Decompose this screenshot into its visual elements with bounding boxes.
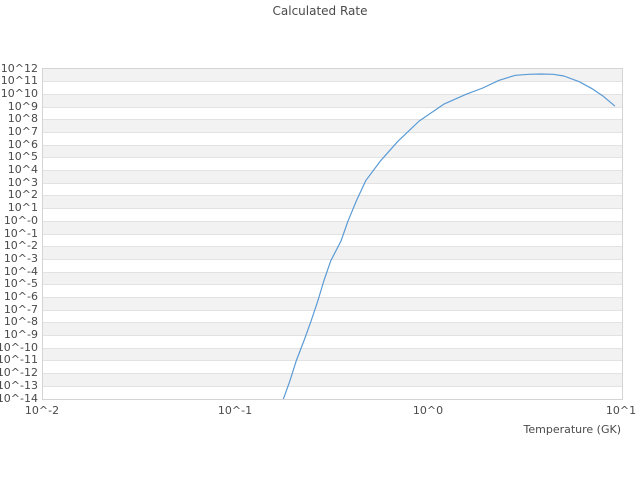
plot-area: [42, 68, 623, 400]
grid-band: [43, 297, 622, 311]
y-tick-label: 10^-10: [0, 340, 38, 354]
y-tick-label: 10^3: [7, 175, 38, 189]
gridline: [43, 195, 622, 197]
y-tick-label: 10^8: [7, 112, 38, 126]
gridline: [43, 119, 622, 121]
y-tick-label: 10^-2: [3, 239, 38, 253]
y-tick-label: 10^-9: [3, 328, 38, 342]
y-tick-label: 10^-0: [3, 213, 38, 227]
gridline: [43, 246, 622, 248]
x-tick-label: 10^-2: [24, 404, 60, 417]
y-tick-label: 10^-3: [3, 251, 38, 265]
gridline: [43, 170, 622, 172]
y-tick-label: 10^12: [0, 61, 38, 75]
y-tick-label: 10^2: [7, 188, 38, 202]
gridline: [43, 335, 622, 337]
y-tick-label: 10^-7: [3, 302, 38, 316]
x-axis-title: Temperature (GK): [523, 423, 622, 436]
gridline: [43, 106, 622, 108]
y-tick-label: 10^7: [7, 124, 38, 138]
x-tick-label: 10^1: [605, 404, 637, 417]
grid-band: [43, 322, 622, 336]
y-tick-label: 10^-14: [0, 391, 38, 405]
gridline: [43, 322, 622, 324]
grid-band: [43, 94, 622, 108]
y-tick-label: 10^-4: [3, 264, 38, 278]
y-tick-label: 10^-12: [0, 366, 38, 380]
grid-band: [43, 272, 622, 285]
y-tick-label: 10^9: [7, 99, 38, 113]
y-tick-label: 10^-1: [3, 226, 38, 240]
grid-band: [43, 246, 622, 260]
gridline: [43, 296, 622, 298]
y-tick-label: 10^-13: [0, 378, 38, 392]
grid-band: [43, 170, 622, 184]
y-tick-label: 10^6: [7, 137, 38, 151]
gridline: [43, 182, 622, 184]
grid-band: [43, 221, 622, 234]
gridline: [43, 93, 622, 95]
y-tick-label: 10^-6: [3, 289, 38, 303]
gridline: [43, 208, 622, 210]
y-tick-label: 10^5: [7, 150, 38, 164]
gridline: [43, 131, 622, 133]
gridline: [43, 284, 622, 286]
gridline: [43, 157, 622, 159]
gridline: [43, 220, 622, 222]
y-tick-label: 10^10: [0, 86, 38, 100]
grid-band: [43, 145, 622, 158]
y-tick-label: 10^-5: [3, 277, 38, 291]
grid-band: [43, 69, 622, 82]
gridline: [43, 373, 622, 375]
gridline: [43, 360, 622, 362]
gridline: [43, 385, 622, 387]
grid-band: [43, 195, 622, 209]
gridline: [43, 347, 622, 349]
rate-curve: [282, 73, 616, 399]
x-tick-label: 10^0: [412, 404, 444, 417]
gridline: [43, 81, 622, 83]
grid-band: [43, 348, 622, 361]
gridline: [43, 309, 622, 311]
y-tick-label: 10^4: [7, 163, 38, 177]
chart-title: Calculated Rate: [272, 4, 368, 18]
rate-curve-svg: [282, 73, 616, 399]
gridline: [43, 233, 622, 235]
gridline: [43, 258, 622, 260]
y-tick-label: 10^1: [7, 201, 38, 215]
grid-band: [43, 373, 622, 387]
y-tick-label: 10^-11: [0, 353, 38, 367]
gridline: [43, 271, 622, 273]
gridline: [43, 144, 622, 146]
y-tick-label: 10^11: [0, 74, 38, 88]
x-tick-label: 10^-1: [217, 404, 253, 417]
y-tick-label: 10^-8: [3, 315, 38, 329]
grid-band: [43, 119, 622, 133]
